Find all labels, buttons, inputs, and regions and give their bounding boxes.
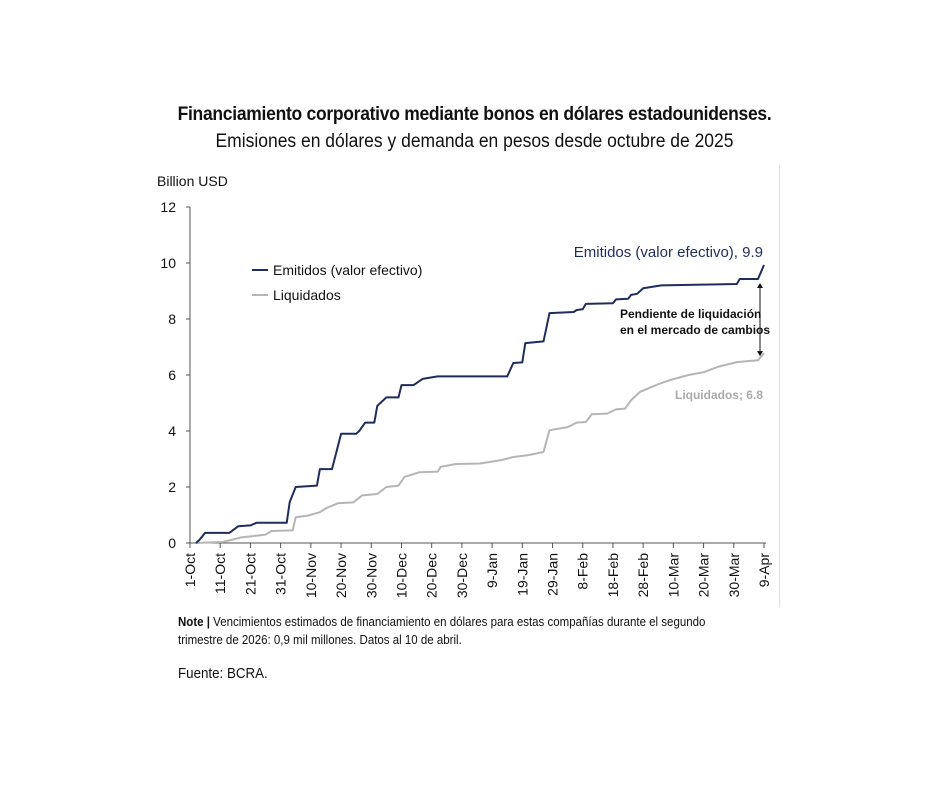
y-tick-label: 8	[168, 311, 176, 327]
y-tick-label: 10	[160, 255, 176, 271]
x-tick-label: 10-Dec	[393, 553, 409, 598]
arrow-head-up	[757, 282, 763, 288]
series-end-label: Emitidos (valor efectivo), 9.9	[574, 244, 763, 261]
x-tick-label: 20-Mar	[696, 553, 712, 598]
x-tick-label: 30-Mar	[726, 553, 742, 598]
series-end-label: Liquidados; 6.8	[675, 388, 763, 402]
annotation-line: en el mercado de cambios	[620, 323, 770, 337]
x-tick-label: 30-Nov	[363, 553, 379, 598]
x-tick-label: 29-Jan	[545, 553, 561, 596]
series-line-emitidos-valor-efectivo	[195, 264, 765, 544]
x-tick-label: 20-Nov	[333, 553, 349, 598]
legend-label: Liquidados	[273, 287, 341, 303]
x-tick-label: 8-Feb	[575, 553, 591, 590]
x-tick-label: 9-Apr	[756, 553, 772, 588]
y-tick-label: 0	[168, 535, 176, 551]
chart-subtitle: Emisiones en dólares y demanda en pesos …	[215, 131, 734, 152]
arrow-head-down	[757, 351, 763, 357]
chart-source: Fuente: BCRA.	[178, 666, 268, 682]
x-tick-label: 28-Feb	[635, 553, 651, 598]
x-tick-label: 10-Mar	[665, 553, 681, 598]
x-tick-label: 19-Jan	[514, 553, 530, 596]
x-tick-label: 1-Oct	[182, 553, 198, 587]
x-tick-label: 18-Feb	[605, 553, 621, 598]
x-tick-label: 10-Nov	[303, 553, 319, 598]
frame-divider	[779, 165, 780, 607]
legend-label: Emitidos (valor efectivo)	[273, 262, 422, 278]
annotation-line: Pendiente de liquidación	[620, 307, 761, 321]
y-tick-label: 2	[168, 479, 176, 495]
y-tick-label: 12	[160, 199, 176, 215]
chart-title: Financiamiento corporativo mediante bono…	[177, 104, 772, 125]
chart-note: Note | Vencimientos estimados de financi…	[178, 613, 730, 649]
note-separator: |	[203, 615, 214, 629]
x-tick-label: 9-Jan	[484, 553, 500, 588]
series-line-liquidados	[195, 352, 765, 544]
y-axis-label: Billion USD	[157, 173, 228, 189]
note-label: Note	[178, 615, 204, 629]
x-tick-label: 30-Dec	[454, 553, 470, 598]
annotation: Pendiente de liquidación en el mercado de…	[620, 307, 770, 337]
x-tick-label: 11-Oct	[212, 553, 228, 594]
x-tick-label: 21-Oct	[242, 553, 258, 595]
y-tick-label: 4	[168, 423, 176, 439]
y-tick-label: 6	[168, 367, 176, 383]
note-text: Vencimientos estimados de financiamiento…	[178, 615, 706, 647]
x-tick-label: 20-Dec	[424, 553, 440, 598]
x-tick-label: 31-Oct	[273, 553, 289, 595]
